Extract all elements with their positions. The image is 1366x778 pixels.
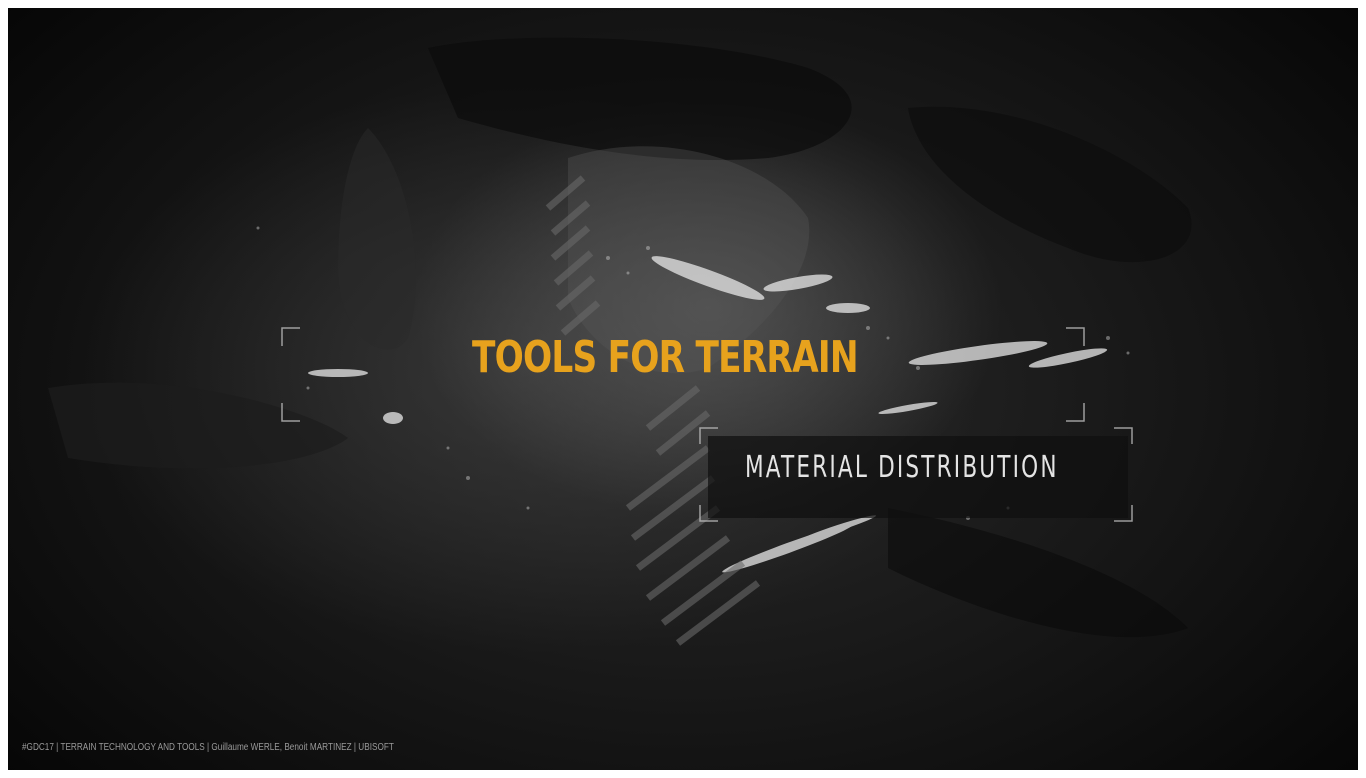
slide-footer: #GDC17 | TERRAIN TECHNOLOGY AND TOOLS | … bbox=[22, 742, 394, 753]
subtitle-box bbox=[708, 436, 1128, 518]
slide bbox=[8, 8, 1358, 770]
terrain-background-art bbox=[48, 37, 1192, 646]
slide-title: TOOLS FOR TERRAIN bbox=[472, 332, 859, 383]
slide-subtitle: MATERIAL DISTRIBUTION bbox=[745, 450, 1059, 485]
